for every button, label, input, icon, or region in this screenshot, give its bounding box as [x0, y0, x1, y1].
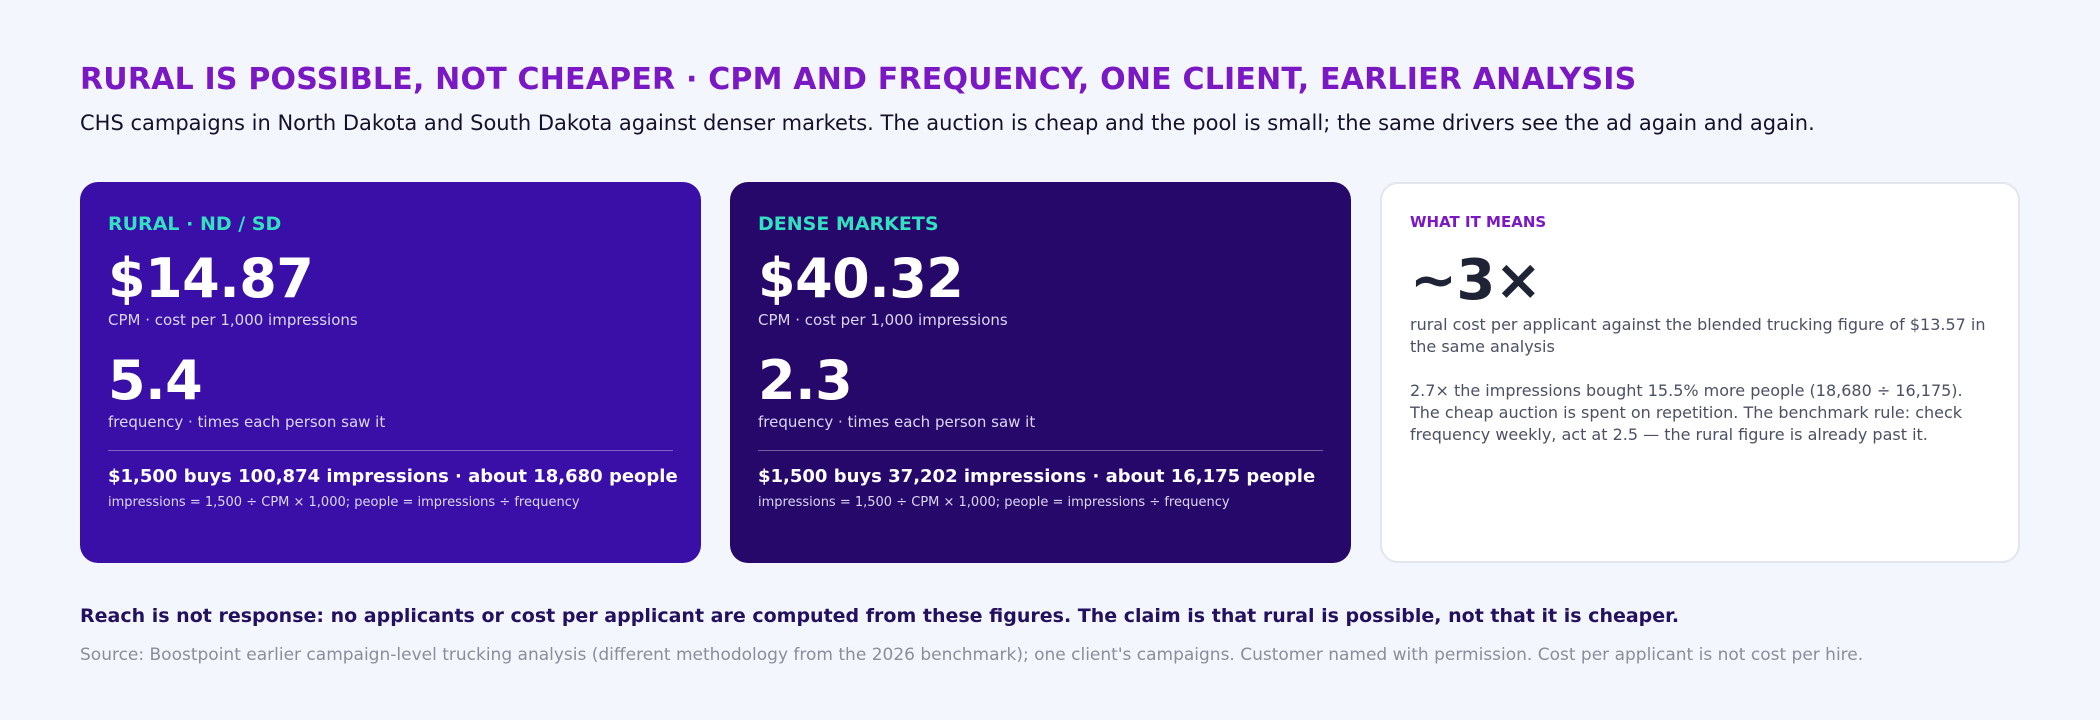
dense-formula: impressions = 1,500 ÷ CPM × 1,000; peopl…: [758, 495, 1230, 510]
reach-note: Reach is not response: no applicants or …: [80, 605, 1680, 627]
rural-divider: [108, 450, 673, 451]
rural-card: RURAL · ND / SD $14.87 CPM · cost per 1,…: [80, 182, 701, 563]
dense-buys-summary: $1,500 buys 37,202 impressions · about 1…: [758, 466, 1316, 487]
rural-buys-summary: $1,500 buys 100,874 impressions · about …: [108, 466, 678, 487]
cards-row: RURAL · ND / SD $14.87 CPM · cost per 1,…: [80, 182, 2020, 563]
what-it-means-card: WHAT IT MEANS ~3× rural cost per applica…: [1380, 182, 2020, 563]
dense-frequency-caption: frequency · times each person saw it: [758, 413, 1036, 431]
rural-cpm-value: $14.87: [108, 247, 314, 310]
what-it-means-body: 2.7× the impressions bought 15.5% more p…: [1410, 381, 1963, 444]
what-it-means-label: WHAT IT MEANS: [1410, 213, 1547, 231]
dense-divider: [758, 450, 1323, 451]
rural-cpm-caption: CPM · cost per 1,000 impressions: [108, 311, 358, 329]
rural-card-label: RURAL · ND / SD: [108, 213, 282, 235]
rural-frequency-caption: frequency · times each person saw it: [108, 413, 386, 431]
dense-card: DENSE MARKETS $40.32 CPM · cost per 1,00…: [730, 182, 1351, 563]
page-subtitle: CHS campaigns in North Dakota and South …: [80, 111, 1815, 135]
dense-card-label: DENSE MARKETS: [758, 213, 939, 235]
what-it-means-caption: rural cost per applicant against the ble…: [1410, 315, 1986, 356]
source-note: Source: Boostpoint earlier campaign-leve…: [80, 645, 1864, 665]
page-title: RURAL IS POSSIBLE, NOT CHEAPER · CPM AND…: [80, 62, 1637, 97]
what-it-means-value: ~3×: [1410, 248, 1542, 313]
dense-cpm-caption: CPM · cost per 1,000 impressions: [758, 311, 1008, 329]
rural-frequency-value: 5.4: [108, 349, 203, 412]
rural-formula: impressions = 1,500 ÷ CPM × 1,000; peopl…: [108, 495, 580, 510]
dense-cpm-value: $40.32: [758, 247, 964, 310]
dense-frequency-value: 2.3: [758, 349, 853, 412]
